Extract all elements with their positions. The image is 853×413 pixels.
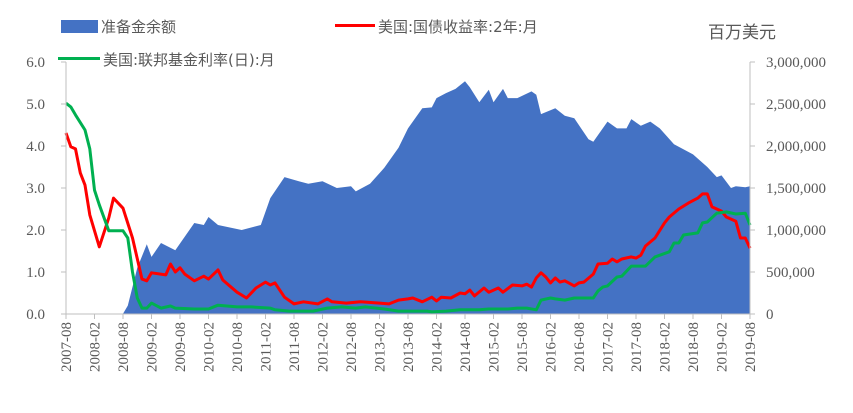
x-axis-tick-label: 2007-08 — [59, 322, 75, 372]
x-axis-tick-label: 2011-02 — [259, 322, 275, 371]
left-axis-tick-label: 4.0 — [26, 139, 45, 155]
legend-label: 准备金余额 — [101, 18, 177, 36]
x-axis-tick-label: 2018-08 — [686, 322, 702, 372]
left-axis-tick-label: 0.0 — [26, 307, 45, 323]
reserves-area-layer — [66, 81, 750, 314]
legend-item-2y-yield: 美国:国债收益率:2年:月 — [335, 16, 538, 37]
x-axis-tick-label: 2014-02 — [430, 322, 446, 372]
rate-lines-layer — [64, 102, 752, 314]
x-axis-tick-label: 2016-08 — [572, 322, 588, 372]
x-axis-tick-label: 2017-02 — [601, 322, 617, 372]
x-axis-tick-label: 2008-08 — [116, 322, 132, 372]
x-axis-tick-label: 2013-02 — [373, 322, 389, 372]
x-axis-tick-label: 2010-02 — [202, 322, 218, 372]
x-axis-tick-label: 2015-02 — [487, 322, 503, 372]
legend-item-reserves: 准备金余额 — [61, 16, 176, 37]
left-axis-tick-label: 2.0 — [26, 223, 45, 239]
x-axis-tick-label: 2013-08 — [401, 322, 417, 372]
x-axis-tick-label: 2009-02 — [145, 322, 161, 372]
right-axis-unit-label: 百万美元 — [708, 23, 776, 43]
x-axis-tick-label: 2009-08 — [173, 322, 189, 372]
left-axis-tick-label: 1.0 — [26, 265, 45, 281]
series-line-fed-funds — [65, 102, 752, 314]
x-axis-tick-label: 2014-08 — [458, 322, 474, 372]
legend-swatch-reserves — [61, 20, 98, 33]
left-axis-tick-label: 3.0 — [26, 181, 45, 197]
right-axis-tick-label: 3,000,000 — [766, 55, 826, 71]
right-axis-tick-label: 0 — [766, 307, 774, 323]
x-axis-tick-label: 2010-08 — [230, 322, 246, 372]
legend-swatch-fed-funds — [58, 57, 100, 60]
reserves-area — [66, 81, 750, 314]
x-axis-tick-label: 2016-02 — [544, 322, 560, 372]
x-axis-tick-label: 2015-08 — [515, 322, 531, 372]
x-axis-tick-label: 2018-02 — [658, 322, 674, 372]
x-axis-tick-label: 2012-02 — [316, 322, 332, 372]
x-axis-tick-label: 2019-02 — [715, 322, 731, 372]
legend-label: 美国:联邦基金利率(日):月 — [103, 51, 275, 69]
left-axis-tick-label: 5.0 — [26, 97, 45, 113]
right-axis-tick-label: 2,500,000 — [766, 97, 826, 113]
right-axis-tick-label: 2,000,000 — [766, 139, 826, 155]
legend-swatch-2y-yield — [335, 24, 375, 27]
right-axis-tick-label: 1,500,000 — [766, 181, 826, 197]
x-axis-tick-label: 2017-08 — [629, 322, 645, 372]
series-line-2y-yield — [64, 132, 752, 306]
right-axis-tick-label: 500,000 — [766, 265, 815, 281]
legend-label: 美国:国债收益率:2年:月 — [378, 18, 538, 36]
x-axis-tick-label: 2011-08 — [287, 322, 303, 371]
legend-item-fed-funds: 美国:联邦基金利率(日):月 — [58, 49, 275, 70]
left-axis-tick-label: 6.0 — [26, 55, 45, 71]
right-axis-tick-label: 1,000,000 — [766, 223, 826, 239]
x-axis-tick-label: 2019-08 — [743, 322, 759, 372]
x-axis-tick-label: 2008-02 — [88, 322, 104, 372]
x-axis-tick-label: 2012-08 — [344, 322, 360, 372]
axes: 0.0 1.0 2.0 3.0 4.0 5.0 6.0 0 500,000 1,000,000 1,… — [26, 55, 826, 372]
